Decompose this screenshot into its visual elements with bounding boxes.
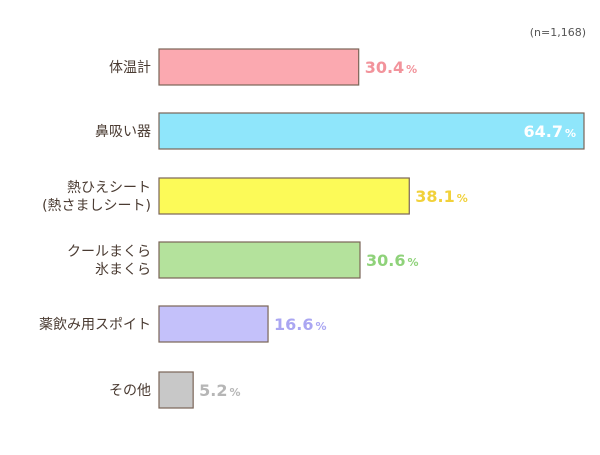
bar-0	[158, 48, 360, 86]
category-label-0-0: 体温計	[109, 60, 151, 76]
bar-5	[158, 371, 194, 409]
value-label-4: 16.6%	[274, 315, 327, 334]
value-label-2: 38.1%	[415, 187, 468, 206]
category-label-3-1: 氷まくら	[95, 262, 151, 278]
value-label-1: 64.7%	[523, 122, 576, 141]
bar-1	[158, 112, 585, 150]
category-label-5-0: その他	[109, 383, 151, 399]
value-label-3: 30.6%	[366, 251, 419, 270]
bar-3	[158, 241, 361, 279]
bar-4	[158, 305, 269, 343]
category-label-2-1: (熱さましシート)	[42, 198, 151, 214]
category-label-3-0: クールまくら	[67, 244, 151, 260]
category-label-4-0: 薬飲み用スポイト	[39, 317, 151, 333]
value-label-5: 5.2%	[199, 381, 240, 400]
value-label-0: 30.4%	[365, 58, 418, 77]
category-label-2-0: 熱ひえシート	[67, 180, 151, 196]
bar-2	[158, 177, 410, 215]
category-label-1-0: 鼻吸い器	[95, 123, 151, 140]
sample-size-note: (n=1,168)	[529, 26, 586, 39]
